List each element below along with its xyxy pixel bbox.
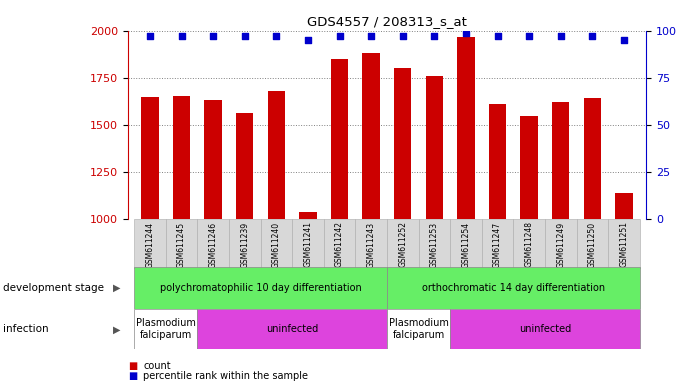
Text: GSM611252: GSM611252: [398, 221, 407, 267]
Point: [460, 30, 471, 36]
FancyBboxPatch shape: [134, 267, 387, 309]
Text: GSM611246: GSM611246: [209, 221, 218, 268]
Bar: [141, 96, 159, 219]
Text: ■: ■: [128, 361, 137, 371]
Bar: [426, 76, 443, 219]
Text: GSM611250: GSM611250: [588, 221, 597, 268]
Text: uninfected: uninfected: [266, 324, 319, 334]
Bar: [173, 96, 190, 219]
Text: orthochromatic 14 day differentiation: orthochromatic 14 day differentiation: [422, 283, 605, 293]
Point: [618, 37, 630, 43]
Text: polychromatophilic 10 day differentiation: polychromatophilic 10 day differentiatio…: [160, 283, 361, 293]
FancyBboxPatch shape: [387, 219, 419, 269]
Point: [397, 33, 408, 40]
FancyBboxPatch shape: [450, 309, 640, 349]
FancyBboxPatch shape: [387, 309, 450, 349]
Bar: [331, 59, 348, 219]
FancyBboxPatch shape: [545, 219, 576, 269]
Point: [524, 33, 535, 40]
Text: GSM611243: GSM611243: [367, 221, 376, 268]
Text: GSM611251: GSM611251: [619, 221, 629, 267]
Bar: [552, 102, 569, 219]
Bar: [205, 100, 222, 219]
Text: GSM611245: GSM611245: [177, 221, 186, 268]
Point: [207, 33, 218, 40]
Text: Plasmodium
falciparum: Plasmodium falciparum: [388, 318, 448, 340]
FancyBboxPatch shape: [355, 219, 387, 269]
FancyBboxPatch shape: [261, 219, 292, 269]
Text: ■: ■: [128, 371, 137, 381]
FancyBboxPatch shape: [324, 219, 355, 269]
Text: GSM611249: GSM611249: [556, 221, 565, 268]
FancyBboxPatch shape: [576, 219, 608, 269]
Text: GSM611247: GSM611247: [493, 221, 502, 268]
Point: [144, 33, 155, 40]
Text: development stage: development stage: [3, 283, 104, 293]
Text: Plasmodium
falciparum: Plasmodium falciparum: [136, 318, 196, 340]
FancyBboxPatch shape: [419, 219, 450, 269]
FancyBboxPatch shape: [608, 219, 640, 269]
Point: [334, 33, 345, 40]
Text: infection: infection: [3, 324, 49, 334]
FancyBboxPatch shape: [198, 219, 229, 269]
FancyBboxPatch shape: [134, 219, 166, 269]
Text: uninfected: uninfected: [519, 324, 571, 334]
Text: ▶: ▶: [113, 283, 121, 293]
Point: [366, 33, 377, 40]
Text: percentile rank within the sample: percentile rank within the sample: [143, 371, 308, 381]
Bar: [363, 53, 380, 219]
Point: [271, 33, 282, 40]
FancyBboxPatch shape: [166, 219, 198, 269]
Point: [587, 33, 598, 40]
Bar: [615, 194, 633, 219]
FancyBboxPatch shape: [387, 267, 640, 309]
Bar: [489, 104, 507, 219]
Point: [176, 33, 187, 40]
FancyBboxPatch shape: [198, 309, 387, 349]
FancyBboxPatch shape: [513, 219, 545, 269]
Bar: [267, 91, 285, 219]
Point: [303, 37, 314, 43]
Text: GSM611239: GSM611239: [240, 221, 249, 268]
FancyBboxPatch shape: [482, 219, 513, 269]
FancyBboxPatch shape: [229, 219, 261, 269]
Bar: [236, 113, 254, 219]
Text: GSM611248: GSM611248: [524, 221, 533, 267]
Text: count: count: [143, 361, 171, 371]
Point: [239, 33, 250, 40]
Bar: [457, 37, 475, 219]
Point: [429, 33, 440, 40]
Bar: [520, 116, 538, 219]
Text: GSM611240: GSM611240: [272, 221, 281, 268]
Point: [556, 33, 567, 40]
Text: GSM611244: GSM611244: [145, 221, 155, 268]
Point: [492, 33, 503, 40]
Text: GSM611254: GSM611254: [462, 221, 471, 268]
Text: GSM611242: GSM611242: [335, 221, 344, 267]
Bar: [394, 68, 411, 219]
FancyBboxPatch shape: [134, 309, 198, 349]
Bar: [584, 98, 601, 219]
Text: ▶: ▶: [113, 324, 121, 334]
Text: GSM611253: GSM611253: [430, 221, 439, 268]
Bar: [299, 212, 316, 219]
FancyBboxPatch shape: [292, 219, 324, 269]
FancyBboxPatch shape: [450, 219, 482, 269]
Title: GDS4557 / 208313_s_at: GDS4557 / 208313_s_at: [307, 15, 467, 28]
Text: GSM611241: GSM611241: [303, 221, 312, 267]
